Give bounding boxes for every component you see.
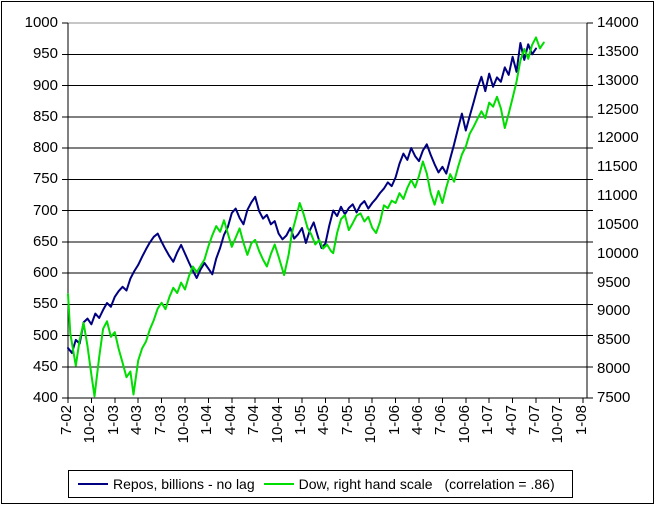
- x-axis-tick-label: 10-05: [362, 405, 379, 444]
- repos-legend-label: Repos, billions - no lag: [113, 476, 255, 492]
- x-axis-tick-label: 1-07: [479, 405, 496, 436]
- x-axis-tick-label: 1-04: [198, 405, 215, 436]
- left-axis-tick-label: 550: [32, 295, 58, 312]
- x-axis-tick-label: 10-04: [269, 405, 286, 444]
- right-axis-tick-label: 9500: [597, 274, 631, 291]
- left-axis-tick-label: 800: [32, 139, 58, 156]
- left-axis-tick-label: 1000: [24, 14, 58, 31]
- right-axis-tick-label: 7500: [597, 389, 631, 406]
- right-axis-tick-label: 14000: [597, 14, 639, 31]
- left-axis-tick-label: 950: [32, 45, 58, 62]
- repos-legend-line-sample: [78, 483, 108, 485]
- right-axis-tick-label: 8000: [597, 360, 631, 377]
- x-axis-tick-label: 4-06: [409, 405, 426, 436]
- x-axis-tick-label: 1-03: [105, 405, 122, 436]
- x-axis-tick-label: 7-05: [339, 405, 356, 436]
- left-axis-tick-label: 900: [32, 77, 58, 94]
- right-axis-tick-label: 12000: [597, 129, 639, 146]
- x-axis-tick-label: 1-05: [292, 405, 309, 436]
- right-axis-tick-label: 9000: [597, 302, 631, 319]
- right-axis-tick-label: 10500: [597, 216, 639, 233]
- right-axis-tick-label: 10000: [597, 245, 639, 262]
- repos-series-line: [67, 42, 537, 354]
- x-axis-tick-label: 4-07: [503, 405, 520, 436]
- left-axis-tick-label: 700: [32, 202, 58, 219]
- dow-series-line: [67, 36, 545, 398]
- x-axis-tick-label: 10-02: [81, 405, 98, 444]
- x-axis-tick-label: 7-03: [152, 405, 169, 436]
- correlation-note: (correlation = .86): [444, 476, 555, 492]
- right-axis-tick-label: 13000: [597, 72, 639, 89]
- x-axis-tick-label: 4-04: [222, 405, 239, 436]
- x-axis-tick-label: 1-06: [386, 405, 403, 436]
- dow-legend-line-sample: [263, 483, 294, 485]
- chart-plot-area: [62, 22, 593, 403]
- right-axis-tick-label: 12500: [597, 101, 639, 118]
- left-axis-tick-label: 750: [32, 170, 58, 187]
- right-axis-tick-label: 13500: [597, 43, 639, 60]
- right-axis-tick-label: 11500: [597, 158, 638, 175]
- x-axis-tick-label: 4-03: [128, 405, 145, 436]
- x-axis-tick-label: 10-03: [175, 405, 192, 444]
- x-axis-tick-label: 1-08: [573, 405, 590, 436]
- x-axis-tick-label: 7-07: [526, 405, 543, 436]
- left-axis-tick-label: 600: [32, 264, 58, 281]
- left-axis-tick-label: 650: [32, 233, 58, 250]
- right-axis-tick-label: 8500: [597, 331, 631, 348]
- legend: Repos, billions - no lag Dow, right hand…: [68, 470, 573, 498]
- left-axis-tick-label: 850: [32, 108, 58, 125]
- dow-legend-label: Dow, right hand scale: [298, 476, 433, 492]
- x-axis-tick-label: 7-06: [432, 405, 449, 436]
- right-axis-tick-label: 11000: [597, 187, 638, 204]
- x-axis-tick-label: 4-05: [315, 405, 332, 436]
- x-axis-tick-label: 7-04: [245, 405, 262, 436]
- left-axis-tick-label: 450: [32, 358, 58, 375]
- x-axis-tick-label: 7-02: [58, 405, 75, 436]
- left-axis-tick-label: 500: [32, 327, 58, 344]
- x-axis-tick-label: 10-06: [456, 405, 473, 444]
- x-axis-tick-label: 10-07: [549, 405, 566, 444]
- left-axis-tick-label: 400: [32, 389, 58, 406]
